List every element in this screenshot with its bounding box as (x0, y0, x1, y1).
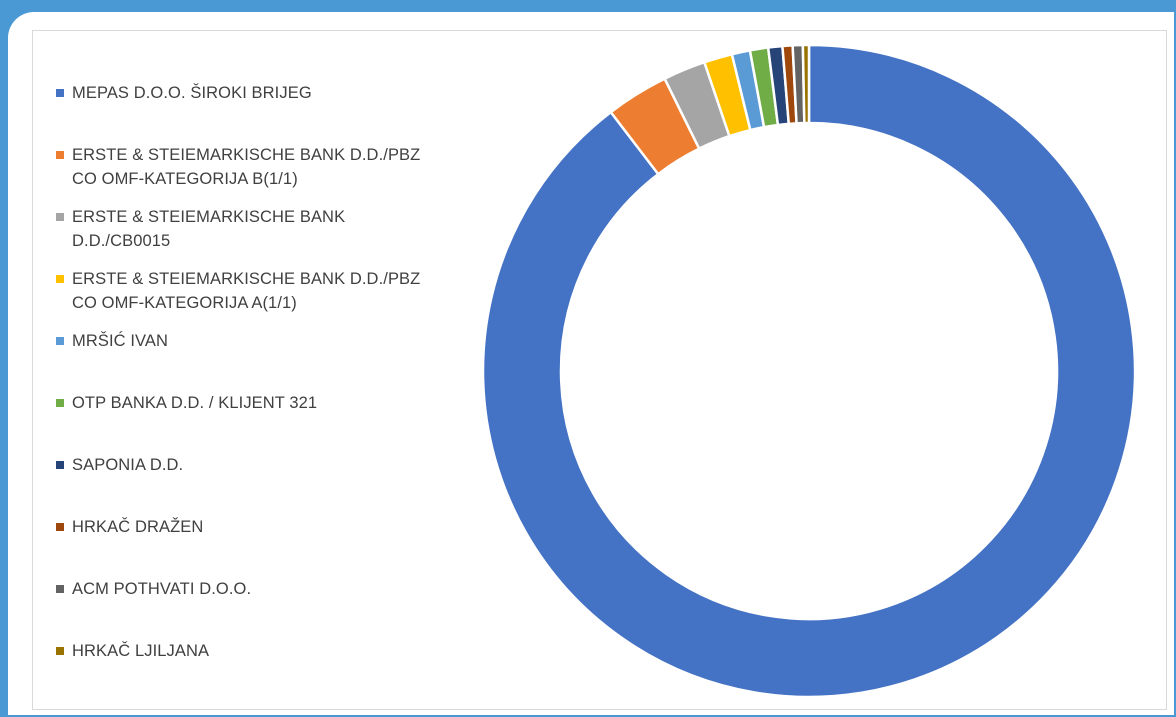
legend-label: HRKAČ LJILJANA (72, 639, 209, 663)
legend-label: ACM POTHVATI D.O.O. (72, 577, 251, 601)
legend-label-line: ERSTE & STEIEMARKISCHE BANK D.D./PBZ (72, 146, 421, 164)
legend-item: SAPONIA D.D. (56, 453, 476, 477)
legend-label-line: OTP BANKA D.D. / KLIJENT 321 (72, 394, 318, 412)
legend-label-line: D.D./CB0015 (72, 232, 171, 250)
legend-item: ACM POTHVATI D.O.O. (56, 577, 476, 601)
legend-label-line: ERSTE & STEIEMARKISCHE BANK (72, 208, 346, 226)
legend-item: ERSTE & STEIEMARKISCHE BANK D.D./PBZ CO O… (56, 143, 476, 191)
legend-label: ERSTE & STEIEMARKISCHE BANK D.D./CB0015 (72, 205, 345, 253)
legend-label-line: SAPONIA D.D. (72, 456, 184, 474)
legend-item: MEPAS D.O.O. ŠIROKI BRIJEG (56, 81, 476, 105)
legend-label-line: ERSTE & STEIEMARKISCHE BANK D.D./PBZ (72, 270, 421, 288)
legend-item: MRŠIĆ IVAN (56, 329, 476, 353)
legend-label-line: HRKAČ DRAŽEN (72, 518, 204, 536)
legend-swatch (56, 585, 64, 593)
legend-swatch (56, 523, 64, 531)
donut-slice (801, 43, 811, 125)
legend-item: HRKAČ LJILJANA (56, 639, 476, 663)
chart-legend: MEPAS D.O.O. ŠIROKI BRIJEG ERSTE & STEIEM… (56, 0, 476, 717)
legend-label: ERSTE & STEIEMARKISCHE BANK D.D./PBZ CO O… (72, 143, 420, 191)
legend-label: OTP BANKA D.D. / KLIJENT 321 (72, 391, 317, 415)
legend-label-line: CO OMF-KATEGORIJA A(1/1) (72, 294, 297, 312)
legend-swatch (56, 151, 64, 159)
legend-label-line: ACM POTHVATI D.O.O. (72, 580, 252, 598)
legend-swatch (56, 647, 64, 655)
legend-label: MEPAS D.O.O. ŠIROKI BRIJEG (72, 81, 312, 105)
donut-slice (481, 43, 1137, 699)
legend-swatch (56, 275, 64, 283)
legend-swatch (56, 337, 64, 345)
legend-swatch (56, 399, 64, 407)
legend-label-line: HRKAČ LJILJANA (72, 642, 210, 660)
legend-label: SAPONIA D.D. (72, 453, 183, 477)
legend-item: ERSTE & STEIEMARKISCHE BANK D.D./CB0015 (56, 205, 476, 253)
legend-label: MRŠIĆ IVAN (72, 329, 168, 353)
legend-item: HRKAČ DRAŽEN (56, 515, 476, 539)
legend-swatch (56, 89, 64, 97)
legend-item: ERSTE & STEIEMARKISCHE BANK D.D./PBZ CO O… (56, 267, 476, 315)
legend-label: HRKAČ DRAŽEN (72, 515, 203, 539)
legend-swatch (56, 213, 64, 221)
legend-label-line: CO OMF-KATEGORIJA B(1/1) (72, 170, 298, 188)
legend-label: ERSTE & STEIEMARKISCHE BANK D.D./PBZ CO O… (72, 267, 420, 315)
legend-label-line: MEPAS D.O.O. ŠIROKI BRIJEG (72, 84, 312, 102)
legend-swatch (56, 461, 64, 469)
legend-item: OTP BANKA D.D. / KLIJENT 321 (56, 391, 476, 415)
legend-label-line: MRŠIĆ IVAN (72, 332, 169, 350)
